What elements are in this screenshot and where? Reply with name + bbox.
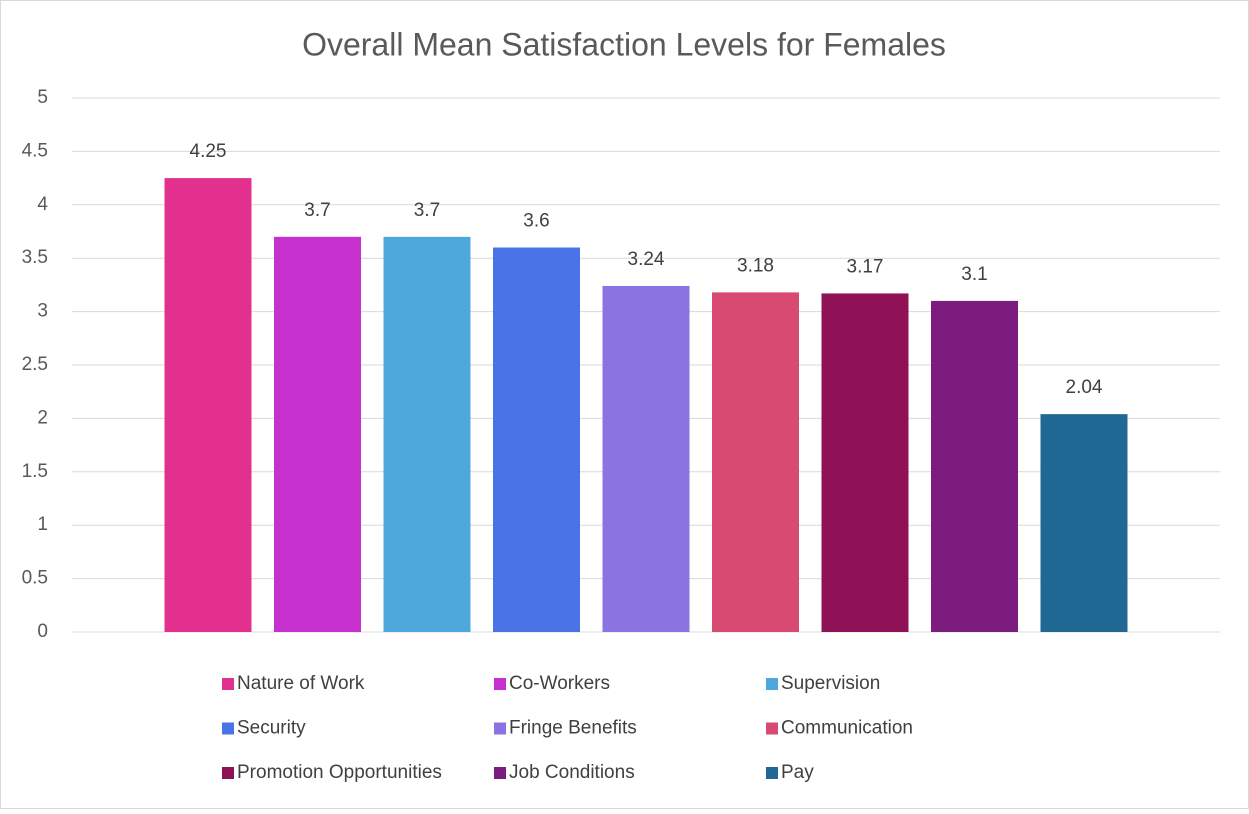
y-tick-label: 5 [37,87,48,108]
legend-swatch [222,767,234,779]
legend-swatch [766,678,778,690]
y-tick-label: 4.5 [22,140,48,161]
bar [164,178,252,632]
y-tick-label: 3.5 [22,247,48,268]
bar [493,247,580,632]
y-tick-label: 0 [37,621,48,642]
chart-title: Overall Mean Satisfaction Levels for Fem… [302,26,946,62]
legend-swatch [766,722,778,735]
legend-swatch [494,767,506,779]
legend-label: Fringe Benefits [509,718,637,739]
data-label: 3.18 [737,255,774,276]
legend-swatch [494,722,506,735]
legend-label: Supervision [781,673,880,694]
data-label: 3.24 [628,249,665,270]
data-label: 3.7 [414,200,440,221]
y-tick-label: 4 [37,194,48,215]
data-label: 3.1 [961,264,987,285]
bar [383,236,471,632]
bar [274,236,361,632]
bar [931,300,1018,632]
y-tick-label: 3 [37,301,48,322]
legend-label: Security [237,718,306,739]
legend-label: Pay [781,762,814,783]
legend-label: Co-Workers [509,673,610,694]
data-label: 4.25 [190,141,227,162]
data-label: 3.17 [847,256,884,277]
legend-swatch [222,722,234,735]
bar [712,292,799,632]
legend-label: Promotion Opportunities [237,762,442,783]
y-tick-label: 2.5 [22,354,48,375]
legend-swatch [766,767,778,779]
legend-label: Communication [781,718,913,739]
y-tick-label: 0.5 [22,568,48,589]
y-tick-label: 2 [37,407,48,428]
y-tick-label: 1.5 [22,461,48,482]
legend-swatch [222,678,234,690]
legend-label: Job Conditions [509,762,635,783]
bar [602,285,690,632]
y-tick-label: 1 [37,514,48,535]
data-label: 2.04 [1066,377,1103,398]
bar [821,293,909,632]
legend-label: Nature of Work [237,673,365,694]
legend-swatch [494,678,506,690]
bar [1040,414,1128,632]
data-label: 3.6 [523,211,549,232]
data-label: 3.7 [304,200,330,221]
